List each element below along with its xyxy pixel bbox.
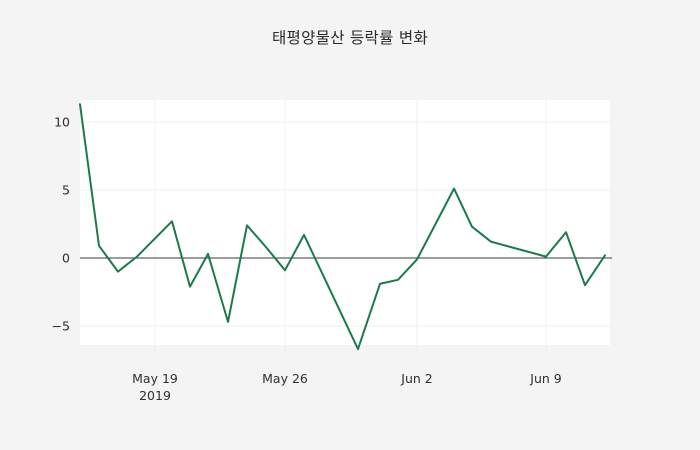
y-axis-tick-label: −5	[52, 319, 70, 334]
x-gridlines	[154, 100, 547, 355]
y-axis-tick-label: 0	[62, 251, 70, 266]
y-axis-tick-label: 10	[54, 115, 70, 130]
x-axis-year-label: 2019	[139, 388, 171, 403]
x-axis-tick-label: May 19	[132, 371, 178, 386]
data-series-line	[79, 103, 606, 351]
x-axis-tick-labels: May 19 May 26 Jun 2 Jun 9	[132, 371, 562, 386]
y-axis-tick-labels: 10 5 0 −5	[52, 115, 70, 334]
x-axis-tick-label: May 26	[262, 371, 308, 386]
plot-background	[80, 100, 610, 345]
x-axis-tick-label: Jun 9	[529, 371, 562, 386]
x-axis-tick-label: Jun 2	[400, 371, 432, 386]
chart-title: 태평양물산 등락률 변화	[271, 29, 429, 47]
y-axis-tick-label: 5	[62, 183, 70, 198]
